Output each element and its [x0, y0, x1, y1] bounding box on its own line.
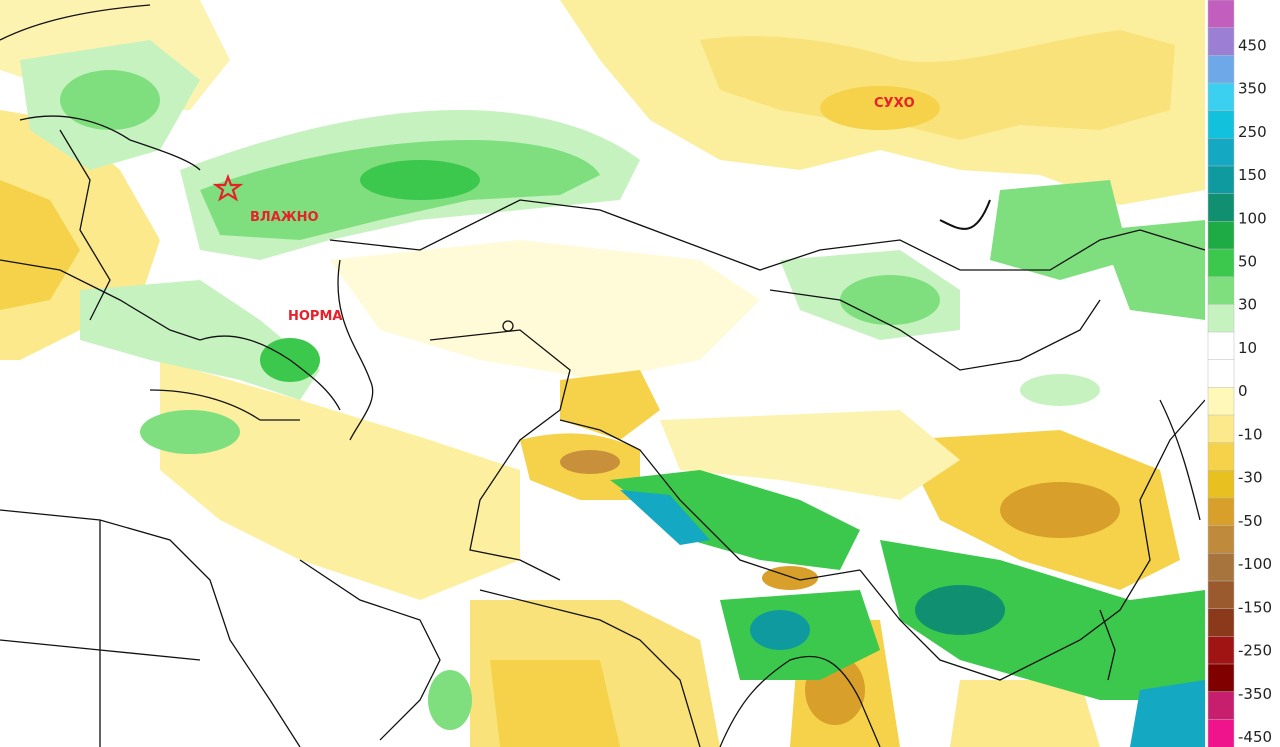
colorbar-tick-label: 0	[1238, 382, 1248, 400]
border-central-asia	[429, 329, 571, 581]
colorbar-swatch	[1207, 442, 1235, 472]
colorbar: 4503502501501005030100-10-30-50-100-150-…	[1205, 0, 1280, 747]
colorbar-tick-label: 350	[1238, 80, 1267, 98]
border-east-europe	[0, 259, 201, 341]
colorbar-swatch	[1207, 27, 1235, 57]
wet-area-arabian-sea	[428, 670, 472, 730]
dry-area-tibet	[660, 410, 960, 500]
coast-arabia	[299, 559, 441, 741]
colorbar-tick-label: 100	[1238, 209, 1267, 227]
colorbar-tick-label: -50	[1238, 512, 1263, 530]
border-russia-south	[329, 199, 1206, 271]
wet-area-far-east	[990, 180, 1130, 280]
wet-core-finland	[60, 70, 160, 130]
coast-turkey	[149, 389, 300, 421]
colorbar-swatch	[1207, 331, 1235, 361]
colorbar-swatches	[1207, 0, 1235, 747]
colorbar-tick-label: 10	[1238, 339, 1257, 357]
lake-baikal	[939, 199, 991, 230]
colorbar-swatch	[1207, 304, 1235, 333]
dry-area-south-china-sea	[950, 680, 1100, 747]
dry-core-west	[0, 180, 80, 310]
colorbar-swatch	[1207, 221, 1235, 250]
wet-core-mongolia	[840, 275, 940, 325]
lake-aral	[502, 320, 514, 332]
colorbar-swatch	[1207, 110, 1235, 140]
colorbar-swatch	[1207, 248, 1235, 278]
dry-area-tajik	[560, 370, 660, 440]
colorbar-swatch	[1207, 719, 1235, 747]
colorbar-tick-label: 150	[1238, 166, 1267, 184]
star-icon	[212, 173, 244, 202]
coast-scandinavia	[0, 4, 201, 171]
colorbar-swatch	[1207, 82, 1235, 112]
colorbar-tick-label: -100	[1238, 555, 1272, 573]
coast-korea	[1159, 399, 1201, 521]
colorbar-tick-label: 250	[1238, 123, 1267, 141]
label-wet: ВЛАЖНО	[250, 210, 319, 225]
dry-spot-syukho	[820, 86, 940, 130]
colorbar-tick-label: -450	[1238, 728, 1272, 746]
wet-area-manchuria	[1020, 374, 1100, 406]
label-normal: НОРМА	[288, 309, 342, 324]
wet-area-turkey	[140, 410, 240, 454]
wet-core-kashmir	[620, 490, 710, 545]
colorbar-tick-label: -10	[1238, 425, 1263, 443]
colorbar-tick-label: -30	[1238, 469, 1263, 487]
colorbar-tick-label: 450	[1238, 36, 1267, 54]
colorbar-swatch	[1207, 165, 1235, 195]
colorbar-tick-label: -250	[1238, 642, 1272, 660]
colorbar-swatch	[1207, 663, 1235, 693]
colorbar-swatch	[1207, 525, 1235, 555]
wet-area-himalaya	[610, 470, 860, 570]
colorbar-swatch	[1207, 387, 1235, 416]
colorbar-swatch	[1207, 414, 1235, 444]
dry-core-india	[490, 660, 620, 747]
neutral-area-central	[330, 240, 760, 380]
border-mongolia	[769, 289, 1101, 371]
coast-bay-bengal	[719, 655, 881, 747]
dry-core-siberia	[700, 30, 1175, 140]
colorbar-swatch	[1207, 0, 1235, 29]
border-baltic	[59, 129, 111, 321]
dry-core-china	[1000, 482, 1120, 538]
colorbar-swatch	[1207, 580, 1235, 610]
dry-area-middle-east	[160, 360, 520, 600]
coast-east-china	[859, 399, 1206, 681]
border-himalaya	[559, 419, 861, 581]
colorbar-labels: 4503502501501005030100-10-30-50-100-150-…	[1238, 36, 1272, 746]
colorbar-tick-label: -350	[1238, 685, 1272, 703]
colorbar-swatch	[1207, 691, 1235, 721]
colorbar-swatch	[1207, 138, 1235, 167]
colorbar-swatch	[1207, 470, 1235, 499]
colorbar-tick-label: -150	[1238, 598, 1272, 616]
wet-core-south-china	[915, 585, 1005, 635]
colorbar-swatch	[1207, 193, 1235, 223]
wet-area-philippines	[1130, 680, 1205, 747]
colorbar-swatch	[1207, 636, 1235, 665]
wet-area-south-china	[880, 540, 1205, 700]
colorbar-swatch	[1207, 553, 1235, 582]
colorbar-swatch	[1207, 55, 1235, 84]
coast-caspian	[337, 259, 374, 441]
wet-core-bangladesh	[750, 610, 810, 650]
anomaly-shading	[0, 0, 1205, 747]
label-dry: СУХО	[874, 96, 915, 111]
dry-core-afghan	[560, 450, 620, 474]
coast-india-west	[479, 589, 701, 747]
wet-area-amur	[1100, 220, 1205, 320]
coast-black-sea	[199, 335, 341, 411]
wet-core-russia	[360, 160, 480, 200]
coast-taiwan	[1099, 609, 1116, 681]
colorbar-swatch	[1207, 608, 1235, 638]
colorbar-tick-label: 30	[1238, 296, 1257, 314]
colorbar-tick-label: 50	[1238, 252, 1257, 270]
colorbar-swatch	[1207, 359, 1235, 389]
colorbar-swatch	[1207, 276, 1235, 306]
colorbar-swatch	[1207, 497, 1235, 527]
boundaries	[0, 4, 1206, 747]
